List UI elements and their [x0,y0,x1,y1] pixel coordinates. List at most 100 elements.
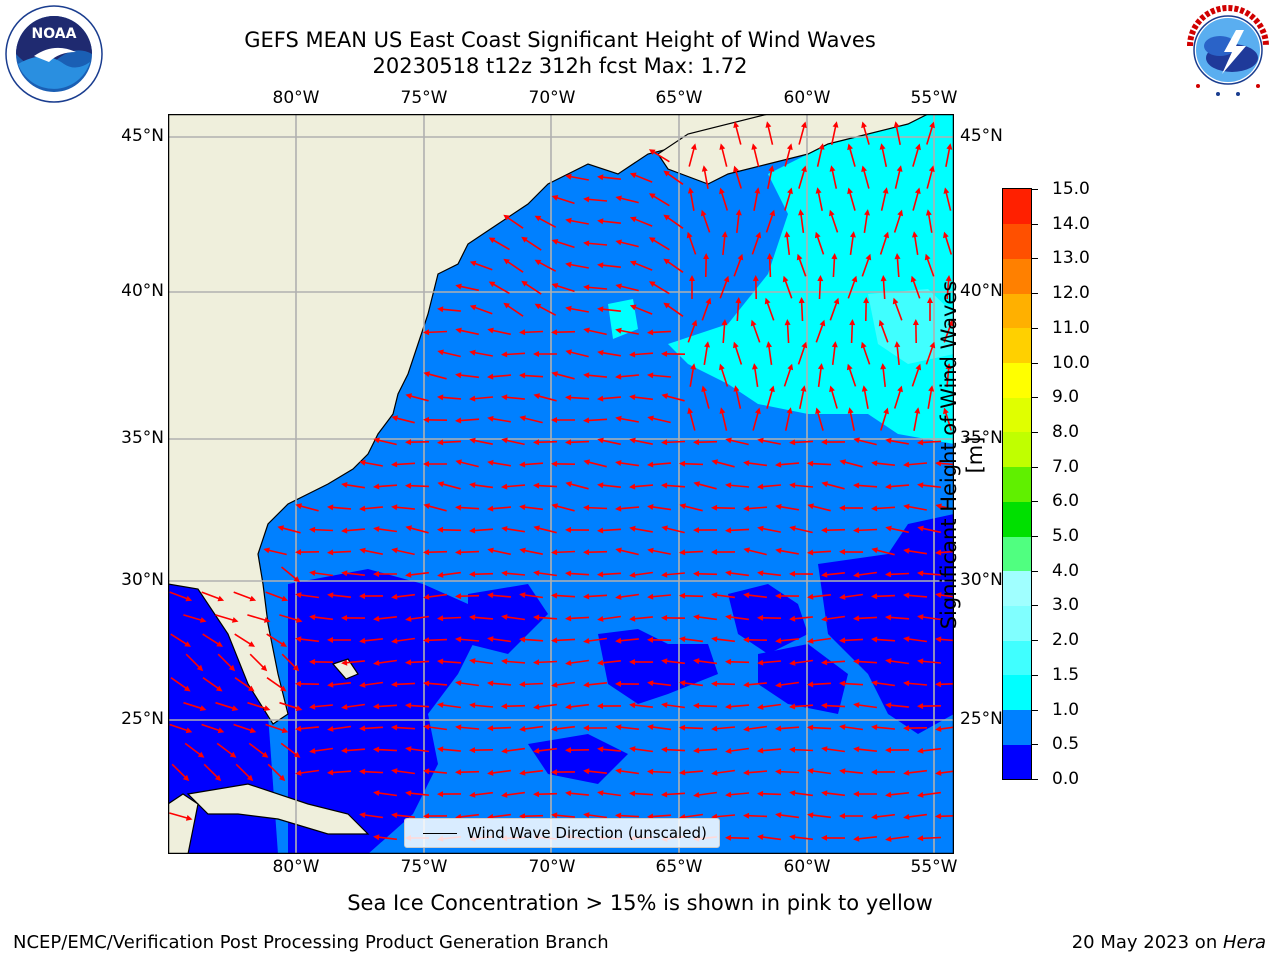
wind-wave-arrow-head [807,724,814,731]
wind-wave-arrow-head [501,526,508,532]
wind-wave-arrow-head [263,705,271,711]
wind-wave-arrow-head [648,193,656,199]
wind-wave-arrow-head [309,658,316,665]
wind-wave-arrow-head [661,791,668,798]
wind-wave-arrow-head [757,437,764,444]
wind-wave-arrow-head [757,614,764,621]
wind-wave-arrow-head [879,143,886,150]
wind-wave-arrow-head [757,570,764,577]
wind-wave-arrow-head [917,439,924,446]
wind-wave-arrow-head [246,774,254,782]
footer-credit: NCEP/EMC/Verification Post Processing Pr… [13,932,609,953]
wind-wave-arrow-head [917,658,924,665]
wind-wave-arrow-head [455,283,462,290]
wind-wave-arrow-head [615,505,622,512]
wind-wave-arrow-head [935,636,942,643]
wind-wave-arrow-head [661,746,668,753]
wind-wave-arrow-head [196,664,204,672]
wind-wave-arrow-head [883,407,889,415]
wind-wave-arrow-head [533,482,540,489]
wind-wave-arrow-head [754,187,761,194]
wind-wave-arrow-head [757,659,764,666]
wind-wave-arrow-head [184,641,191,647]
wind-wave-arrow-head [935,725,942,732]
wind-wave-arrow-head [786,407,793,414]
wind-wave-arrow-head [455,549,462,556]
wind-wave-arrow-head [757,483,764,490]
wind-wave-arrow-head [775,637,782,644]
wind-wave-arrow-head [903,680,910,687]
wind-wave-arrow-head [327,726,334,732]
lon-tick-bottom: 80°W [272,857,320,877]
wind-wave-arrow-head [924,253,931,261]
map-panel[interactable] [168,114,954,854]
wind-wave-arrow-head [871,547,878,554]
wind-wave-arrow-head [327,637,333,643]
wind-wave-arrow-head [687,407,694,414]
wind-wave-arrow-head [743,726,750,732]
wind-wave-arrow-head [679,460,686,467]
wind-wave-arrow-head [947,319,954,327]
wind-wave-arrow-head [663,214,670,221]
wind-wave-arrow-head [701,385,708,392]
wind-wave-arrow-head [228,664,236,672]
wind-wave-arrow-head [583,768,590,775]
wind-wave-arrow-head [691,319,698,327]
wind-wave-arrow-head [893,121,900,128]
wind-wave-arrow-head [501,703,508,710]
lat-tick-left: 45°N [121,126,164,146]
lon-tick-top: 80°W [272,88,320,108]
wind-wave-arrow-head [885,702,892,709]
wind-wave-arrow-head [519,504,526,511]
wind-wave-arrow-head [725,658,732,665]
wind-wave-arrow-head [647,504,654,510]
wind-wave-arrow-head [629,615,636,622]
colorbar-tick-mark [1032,362,1038,364]
wind-wave-arrow-head [423,329,430,336]
colorbar-tick-mark [1032,431,1038,433]
wind-wave-arrow-head [405,790,412,797]
wind-wave-arrow-head [295,617,303,623]
wind-wave-arrow-head [775,503,782,510]
wind-wave-arrow-head [615,283,622,290]
colorbar-tick-label: 7.0 [1052,456,1080,477]
wind-wave-arrow-head [280,641,287,647]
wind-wave-arrow-head [309,570,316,576]
wind-wave-arrow-head [945,363,952,370]
wind-wave-arrow-head [597,482,604,489]
wind-wave-arrow-head [789,834,796,841]
wind-wave-arrow-head [917,614,924,620]
wind-wave-arrow-head [391,415,398,422]
wind-wave-arrow-head [597,527,604,534]
wind-wave-arrow-head [455,372,462,379]
wind-wave-arrow-head [597,703,603,709]
wind-wave-arrow-head [865,253,872,261]
wind-wave-arrow-head [757,790,764,797]
lon-tick-top: 70°W [528,88,576,108]
wind-wave-arrow-head [565,439,572,446]
wind-wave-arrow-head [583,812,590,818]
wind-wave-arrow-head [455,724,462,731]
wind-wave-arrow-head [796,253,803,261]
colorbar-tick-label: 13.0 [1052,248,1090,269]
wind-wave-arrow-head [185,595,193,602]
wind-wave-arrow-head [629,216,637,223]
wind-wave-arrow-head [629,702,636,709]
wind-wave-arrow-head [800,385,807,392]
colorbar-segment [1003,223,1031,259]
wind-wave-arrow-head [281,595,289,602]
lat-tick-left: 25°N [121,709,164,729]
wind-wave-arrow-head [789,482,796,489]
wind-wave-arrow-head [391,724,398,731]
wind-wave-arrow-head [437,571,444,578]
colorbar-segment [1003,431,1031,468]
wind-wave-arrow-head [359,725,366,732]
wind-wave-arrow-head [719,143,726,150]
wind-wave-arrow-head [551,549,558,556]
lon-tick-bottom: 70°W [528,857,576,877]
wind-wave-arrow-head [807,460,814,467]
wind-wave-arrow-head [533,747,540,754]
wind-wave-arrow-head [871,724,878,731]
wind-wave-arrow-head [551,283,559,289]
wind-wave-arrow-head [733,165,739,173]
